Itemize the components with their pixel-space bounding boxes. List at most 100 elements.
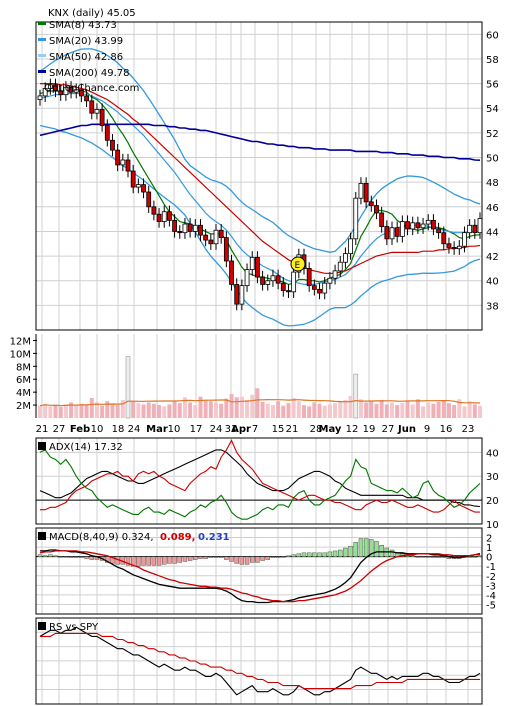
- macd-histogram-bar: [431, 556, 436, 558]
- volume-bar: [327, 404, 332, 418]
- macd-histogram-bar: [353, 542, 358, 557]
- macd-ytick--5: -5: [486, 600, 496, 611]
- candle-body: [120, 159, 126, 166]
- volume-bar: [182, 397, 187, 418]
- volume-bar: [43, 403, 48, 418]
- candle-body: [208, 239, 214, 245]
- candle-body: [84, 95, 89, 102]
- volume-bar: [348, 396, 353, 418]
- macd-histogram-bar: [441, 556, 446, 558]
- candle-body: [405, 221, 410, 230]
- candle-body: [280, 282, 286, 291]
- candle-body: [363, 182, 369, 203]
- volume-bar: [63, 404, 68, 418]
- macd-histogram-bar: [110, 556, 115, 564]
- macd-histogram-bar: [146, 556, 151, 566]
- volume-bar: [426, 402, 431, 418]
- macd-legend-swatch: [38, 532, 46, 540]
- candle-body: [265, 280, 271, 285]
- volume-bar: [100, 405, 105, 418]
- candle-body: [353, 197, 359, 240]
- x-tick-21: 21: [286, 424, 299, 435]
- x-tick-24: 24: [128, 424, 141, 435]
- candle-body: [53, 84, 58, 92]
- macd-histogram-bar: [410, 555, 415, 557]
- volume-bar: [296, 401, 301, 418]
- macd-histogram-bar: [58, 556, 63, 558]
- candle-body: [456, 245, 462, 250]
- macd-histogram-bar: [182, 556, 188, 562]
- price-ytick-52: 52: [486, 129, 499, 140]
- adx-ytick-20: 20: [486, 496, 499, 507]
- legend-sma50: SMA(50) 42.86: [49, 52, 123, 63]
- adx-line-adx14: [39, 449, 481, 508]
- price-ytick-44: 44: [486, 227, 499, 238]
- candle-body: [306, 267, 312, 287]
- macd-histogram-bar: [420, 556, 426, 558]
- volume-bar: [224, 398, 229, 418]
- macd-histogram-bar: [208, 556, 214, 558]
- volume-bar: [151, 403, 156, 418]
- candle-body: [446, 243, 452, 248]
- macd-histogram-bar: [84, 556, 89, 559]
- candle-body: [358, 182, 364, 199]
- x-tick-10: 10: [168, 424, 181, 435]
- volume-bar: [467, 401, 472, 418]
- candle-body: [311, 285, 317, 290]
- x-tick-24: 24: [210, 424, 223, 435]
- volume-bar: [307, 406, 312, 418]
- macd-histogram-bar: [156, 556, 162, 566]
- volume-ytick-6: 6M: [16, 375, 31, 386]
- candle-body: [332, 270, 338, 279]
- macd-histogram-bar: [275, 556, 281, 558]
- macd-histogram-bar: [327, 551, 333, 557]
- volume-bar: [74, 405, 79, 418]
- candle-body: [58, 90, 64, 96]
- candle-body: [63, 86, 69, 96]
- volume-bar: [146, 402, 151, 418]
- candle-body: [260, 276, 265, 285]
- volume-bar: [379, 399, 384, 418]
- macd-histogram-bar: [74, 556, 79, 558]
- macd-histogram-bar: [260, 556, 265, 561]
- macd-histogram-bar: [472, 556, 478, 558]
- x-tick-15: 15: [272, 424, 285, 435]
- volume-bar: [431, 403, 436, 418]
- volume-bar: [245, 399, 250, 418]
- candle-body: [337, 261, 343, 272]
- adx-line-di: [40, 439, 480, 513]
- macd-histogram-bar: [229, 556, 234, 562]
- volume-bar: [141, 404, 146, 418]
- macd-histogram-bar: [42, 555, 48, 557]
- adx-line-di: [39, 449, 481, 520]
- macd-ytick-2: 2: [486, 534, 492, 545]
- x-tick-10: 10: [91, 424, 104, 435]
- volume-bar: [441, 400, 446, 418]
- candle-body: [286, 290, 291, 293]
- volume-bar: [265, 403, 270, 418]
- candle-body: [291, 271, 297, 293]
- volume-bar: [177, 403, 182, 418]
- legend-swatch-sma20: [38, 38, 46, 41]
- adx-ytick-40: 40: [486, 448, 499, 459]
- volume-ytick-10: 10M: [10, 349, 31, 360]
- macd-histogram-bar: [379, 545, 384, 557]
- candle-body: [135, 184, 141, 188]
- legend-swatch-sma50: [38, 54, 46, 57]
- volume-bar: [69, 402, 74, 418]
- volume-bar: [255, 388, 260, 418]
- macd-histogram-bar: [317, 552, 322, 557]
- macd-histogram-bar: [426, 556, 431, 558]
- price-ytick-56: 56: [486, 80, 499, 91]
- legend-swatch-sma8: [38, 22, 46, 25]
- candle-body: [431, 219, 436, 230]
- volume-bar: [110, 403, 115, 418]
- adx-panel: 10 20 30 40 ADX(14) 17.32: [35, 437, 499, 531]
- candle-body: [156, 213, 162, 222]
- macd-histogram-bar: [477, 555, 483, 557]
- macd-histogram-bar: [250, 556, 255, 563]
- macd-histogram-bar: [374, 541, 379, 557]
- macd-histogram-bar: [291, 554, 296, 557]
- macd-ytick--2: -2: [486, 572, 496, 583]
